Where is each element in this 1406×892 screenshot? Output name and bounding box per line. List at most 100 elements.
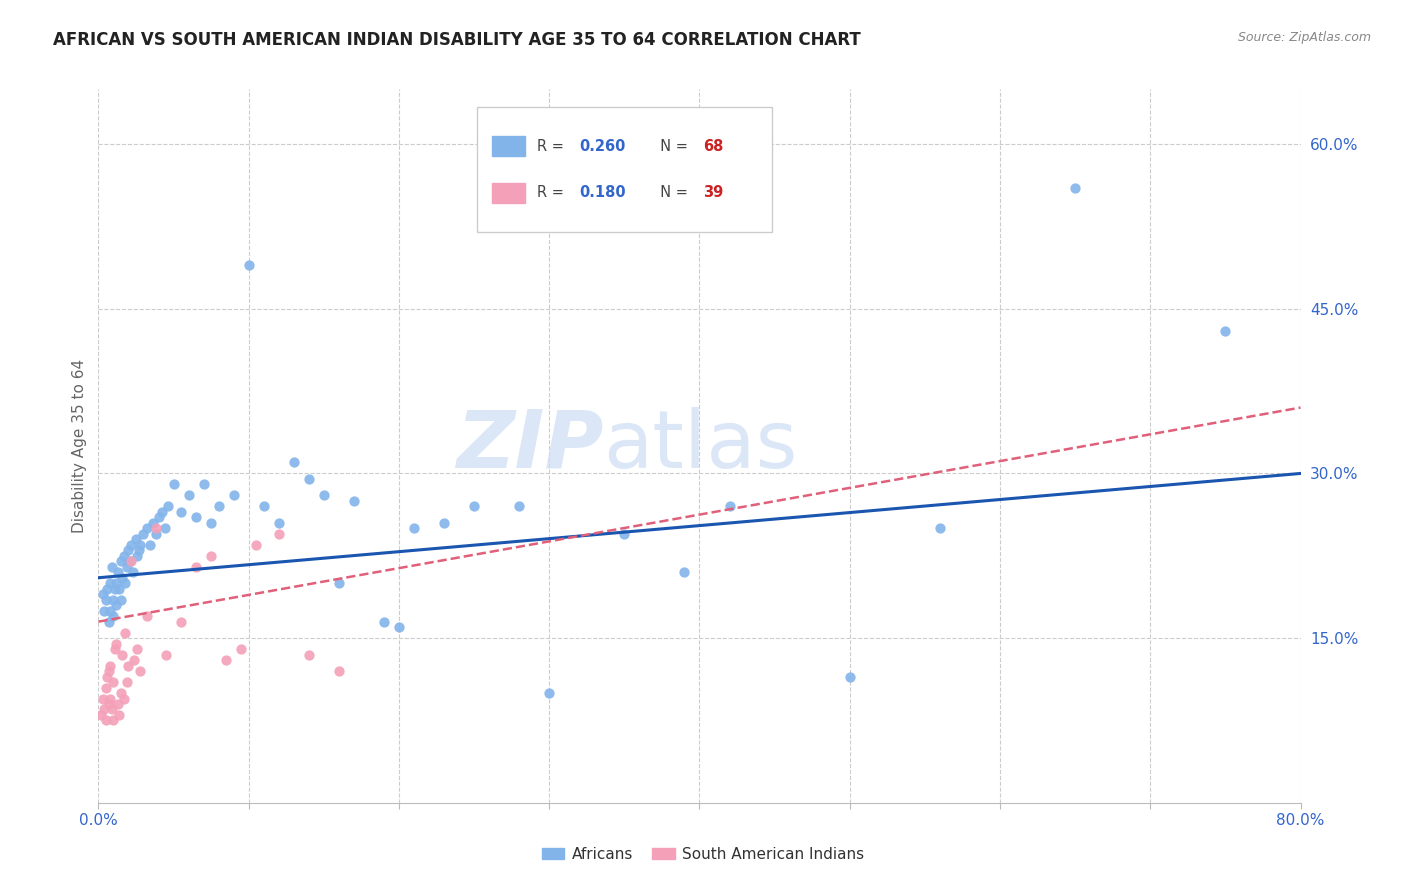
Point bbox=[100, 658, 122, 673]
Point bbox=[104, 642, 127, 657]
Point bbox=[328, 576, 350, 591]
Point bbox=[267, 526, 290, 541]
Point bbox=[112, 691, 135, 706]
Point bbox=[245, 538, 267, 552]
Point bbox=[298, 472, 321, 486]
Point bbox=[156, 500, 179, 514]
Point bbox=[114, 576, 136, 591]
Point bbox=[121, 538, 143, 552]
Point bbox=[135, 609, 157, 624]
Point bbox=[145, 521, 167, 535]
Point bbox=[93, 604, 115, 618]
Point bbox=[328, 664, 350, 678]
FancyBboxPatch shape bbox=[477, 107, 772, 232]
Point bbox=[117, 543, 139, 558]
Point bbox=[94, 592, 117, 607]
Text: 68: 68 bbox=[703, 139, 724, 153]
Point bbox=[100, 691, 122, 706]
Point bbox=[267, 516, 290, 530]
Text: N =: N = bbox=[651, 186, 693, 200]
Point bbox=[125, 533, 148, 547]
Point bbox=[117, 658, 139, 673]
Point bbox=[101, 559, 124, 574]
Point bbox=[193, 477, 215, 491]
Point bbox=[929, 521, 952, 535]
Point bbox=[148, 510, 170, 524]
Point bbox=[122, 566, 145, 580]
Point bbox=[141, 516, 163, 530]
Point bbox=[215, 653, 238, 667]
Point bbox=[508, 500, 530, 514]
Point bbox=[118, 554, 141, 568]
Point bbox=[298, 648, 321, 662]
Point bbox=[200, 549, 222, 563]
Point bbox=[115, 559, 138, 574]
Point bbox=[107, 566, 129, 580]
Point bbox=[538, 686, 561, 700]
Point bbox=[115, 675, 138, 690]
Point bbox=[128, 543, 150, 558]
Point bbox=[94, 714, 117, 728]
Point bbox=[402, 521, 425, 535]
Point bbox=[312, 488, 335, 502]
Point bbox=[145, 526, 167, 541]
Point bbox=[114, 625, 136, 640]
Text: 0.260: 0.260 bbox=[579, 139, 626, 153]
Point bbox=[150, 505, 173, 519]
Point bbox=[91, 587, 114, 601]
Point bbox=[104, 582, 127, 596]
Legend: Africans, South American Indians: Africans, South American Indians bbox=[536, 841, 870, 868]
Point bbox=[132, 526, 155, 541]
Point bbox=[162, 477, 184, 491]
Point bbox=[110, 592, 132, 607]
Point bbox=[177, 488, 200, 502]
Point bbox=[170, 615, 193, 629]
Text: 0.180: 0.180 bbox=[579, 186, 626, 200]
Point bbox=[93, 702, 115, 716]
Point bbox=[91, 691, 114, 706]
Point bbox=[1064, 181, 1087, 195]
Point bbox=[107, 697, 129, 711]
Point bbox=[1215, 324, 1237, 338]
Point bbox=[127, 549, 149, 563]
Point bbox=[373, 615, 395, 629]
Point bbox=[103, 592, 125, 607]
Point bbox=[105, 576, 128, 591]
Point bbox=[283, 455, 305, 469]
Point bbox=[433, 516, 456, 530]
Point bbox=[103, 609, 125, 624]
Point bbox=[90, 708, 112, 723]
Point bbox=[718, 500, 741, 514]
Point bbox=[101, 702, 124, 716]
Point bbox=[343, 494, 366, 508]
Point bbox=[96, 582, 118, 596]
Y-axis label: Disability Age 35 to 64: Disability Age 35 to 64 bbox=[72, 359, 87, 533]
Point bbox=[463, 500, 485, 514]
Point bbox=[184, 510, 207, 524]
Point bbox=[238, 258, 260, 272]
Point bbox=[127, 642, 149, 657]
Text: N =: N = bbox=[651, 139, 693, 153]
Point bbox=[97, 615, 120, 629]
Bar bbox=[492, 183, 526, 202]
Point bbox=[111, 648, 134, 662]
Point bbox=[135, 521, 157, 535]
Point bbox=[94, 681, 117, 695]
Point bbox=[673, 566, 696, 580]
Point bbox=[222, 488, 245, 502]
Point bbox=[388, 620, 411, 634]
Point bbox=[108, 582, 131, 596]
Text: atlas: atlas bbox=[603, 407, 797, 485]
Point bbox=[96, 669, 118, 683]
Point bbox=[110, 554, 132, 568]
Point bbox=[111, 571, 134, 585]
Point bbox=[108, 708, 131, 723]
Point bbox=[200, 516, 222, 530]
Point bbox=[110, 686, 132, 700]
Point bbox=[613, 526, 636, 541]
Text: ZIP: ZIP bbox=[456, 407, 603, 485]
Point bbox=[100, 576, 122, 591]
Point bbox=[129, 538, 152, 552]
Point bbox=[253, 500, 276, 514]
Point bbox=[100, 604, 122, 618]
